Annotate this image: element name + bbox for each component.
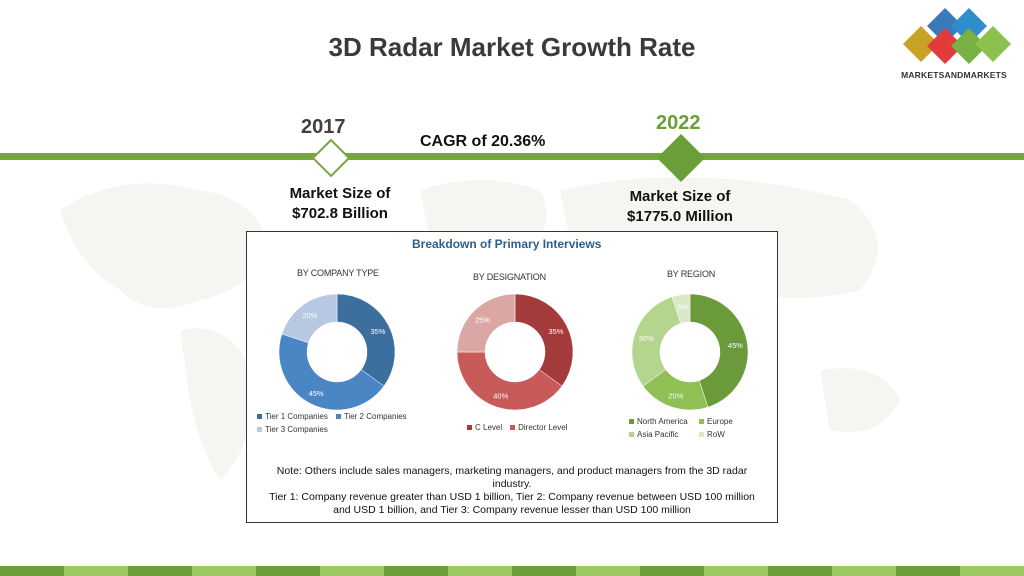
donut-title-company-type: BY COMPANY TYPE bbox=[297, 268, 379, 278]
legend-label: Asia Pacific bbox=[637, 430, 679, 439]
legend-company-type: Tier 1 Companies Tier 2 Companies Tier 3 C… bbox=[257, 412, 427, 438]
panel-title: Breakdown of Primary Interviews bbox=[412, 237, 602, 251]
end-market-size-value: $1775.0 Million bbox=[627, 208, 733, 225]
bottom-stripe bbox=[256, 566, 320, 576]
legend-region: North America Europe Asia Pacific RoW bbox=[629, 417, 769, 443]
legend-item: Director Level bbox=[510, 423, 567, 432]
bottom-stripe bbox=[960, 566, 1024, 576]
donut-data-label: 5% bbox=[677, 303, 688, 312]
bottom-stripe bbox=[768, 566, 832, 576]
donut-slice-tier-3-companies bbox=[281, 293, 338, 344]
bottom-stripe bbox=[896, 566, 960, 576]
legend-label: Europe bbox=[707, 417, 733, 426]
start-market-size: Market Size of $702.8 Billion bbox=[260, 184, 420, 224]
donut-data-label: 40% bbox=[493, 392, 508, 401]
legend-swatch bbox=[257, 414, 262, 420]
legend-swatch bbox=[335, 414, 341, 420]
start-year: 2017 bbox=[301, 116, 346, 138]
bottom-stripe-bar bbox=[0, 566, 1024, 576]
footnote-line: industry. bbox=[492, 478, 532, 490]
legend-swatch bbox=[699, 432, 704, 438]
bottom-stripe bbox=[448, 566, 512, 576]
legend-row: C Level Director Level bbox=[467, 423, 617, 436]
legend-label: Tier 1 Companies bbox=[265, 412, 328, 421]
legend-row: North America Europe bbox=[629, 417, 769, 430]
donut-slice-others bbox=[456, 293, 516, 353]
donut-chart-company-type: 35% 45% 20% bbox=[278, 293, 396, 411]
legend-item: C Level bbox=[467, 423, 502, 432]
legend-label: C Level bbox=[475, 423, 503, 432]
donut-title-region: BY REGION bbox=[667, 269, 716, 279]
end-year: 2022 bbox=[656, 112, 701, 134]
markets-and-markets-logo bbox=[903, 8, 1011, 64]
legend-label: Director Level bbox=[518, 423, 568, 432]
donut-data-label: 20% bbox=[302, 311, 317, 320]
donut-data-label: 35% bbox=[370, 327, 385, 336]
footnote-line: Note: Others include sales managers, mar… bbox=[276, 465, 748, 477]
legend-item: Europe bbox=[699, 417, 769, 426]
legend-swatch bbox=[629, 419, 634, 425]
end-diamond-marker bbox=[657, 134, 705, 182]
bottom-stripe bbox=[0, 566, 64, 576]
bottom-stripe bbox=[832, 566, 896, 576]
legend-label: RoW bbox=[707, 430, 725, 439]
bottom-stripe bbox=[384, 566, 448, 576]
donut-slice-c-level bbox=[514, 293, 574, 387]
donut-chart-designation: 35% 40% 25% bbox=[456, 293, 574, 411]
start-diamond-marker bbox=[311, 138, 351, 178]
legend-label: North America bbox=[637, 417, 688, 426]
donut-title-designation: BY DESIGNATION bbox=[473, 272, 546, 282]
legend-row: Asia Pacific RoW bbox=[629, 430, 769, 443]
donut-data-label: 25% bbox=[475, 315, 490, 324]
footnote-line: and USD 1 billion, and Tier 3: Company r… bbox=[333, 504, 691, 516]
donut-slice-row bbox=[671, 293, 691, 324]
legend-item: Tier 3 Companies bbox=[257, 425, 328, 434]
cagr-label: CAGR of 20.36% bbox=[420, 133, 546, 150]
page-title: 3D Radar Market Growth Rate bbox=[328, 32, 696, 62]
bottom-stripe bbox=[64, 566, 128, 576]
donut-slice-asia-pacific bbox=[631, 296, 682, 387]
legend-swatch bbox=[257, 427, 262, 433]
legend-item: Tier 1 Companies bbox=[257, 412, 328, 421]
logo-text: MARKETSANDMARKETS bbox=[901, 70, 1007, 80]
footnote-line: Tier 1: Company revenue greater than USD… bbox=[269, 491, 755, 503]
bottom-stripe bbox=[128, 566, 192, 576]
end-market-size-label: Market Size of bbox=[629, 188, 731, 205]
donut-data-label: 30% bbox=[639, 334, 654, 343]
legend-label: Tier 2 Companies bbox=[343, 412, 407, 421]
legend-swatch bbox=[510, 425, 516, 431]
donut-data-label: 45% bbox=[309, 389, 324, 398]
legend-item: Tier 2 Companies bbox=[335, 412, 407, 421]
primary-interviews-panel: Breakdown of Primary Interviews BY COMPA… bbox=[246, 231, 778, 523]
footnote: Note: Others include sales managers, mar… bbox=[255, 465, 769, 517]
bottom-stripe bbox=[704, 566, 768, 576]
donut-slice-tier-1-companies bbox=[336, 293, 396, 387]
legend-item: Asia Pacific bbox=[629, 430, 699, 439]
bottom-stripe bbox=[192, 566, 256, 576]
start-market-size-value: $702.8 Billion bbox=[292, 205, 388, 222]
bottom-stripe bbox=[512, 566, 576, 576]
legend-designation: C Level Director Level bbox=[467, 423, 617, 436]
donut-data-label: 45% bbox=[728, 341, 743, 350]
legend-swatch bbox=[629, 432, 634, 438]
legend-item: North America bbox=[629, 417, 699, 426]
legend-swatch bbox=[467, 425, 472, 431]
bottom-stripe bbox=[320, 566, 384, 576]
legend-item: RoW bbox=[699, 430, 769, 439]
donut-chart-region: 45% 20% 30% 5% bbox=[631, 293, 749, 411]
legend-label: Tier 3 Companies bbox=[265, 425, 328, 434]
start-market-size-label: Market Size of bbox=[289, 185, 391, 202]
donut-data-label: 35% bbox=[548, 327, 563, 336]
donut-slice-north-america bbox=[689, 293, 749, 408]
legend-row: Tier 1 Companies Tier 2 Companies bbox=[257, 412, 427, 425]
legend-swatch bbox=[699, 419, 704, 425]
bottom-stripe bbox=[640, 566, 704, 576]
end-market-size: Market Size of $1775.0 Million bbox=[600, 187, 760, 227]
legend-row: Tier 3 Companies bbox=[257, 425, 427, 438]
donut-data-label: 20% bbox=[668, 392, 683, 401]
bottom-stripe bbox=[576, 566, 640, 576]
donut-slice-tier-2-companies bbox=[278, 333, 385, 411]
donut-slice-director-level bbox=[456, 351, 563, 411]
timeline-bar bbox=[0, 153, 1024, 160]
